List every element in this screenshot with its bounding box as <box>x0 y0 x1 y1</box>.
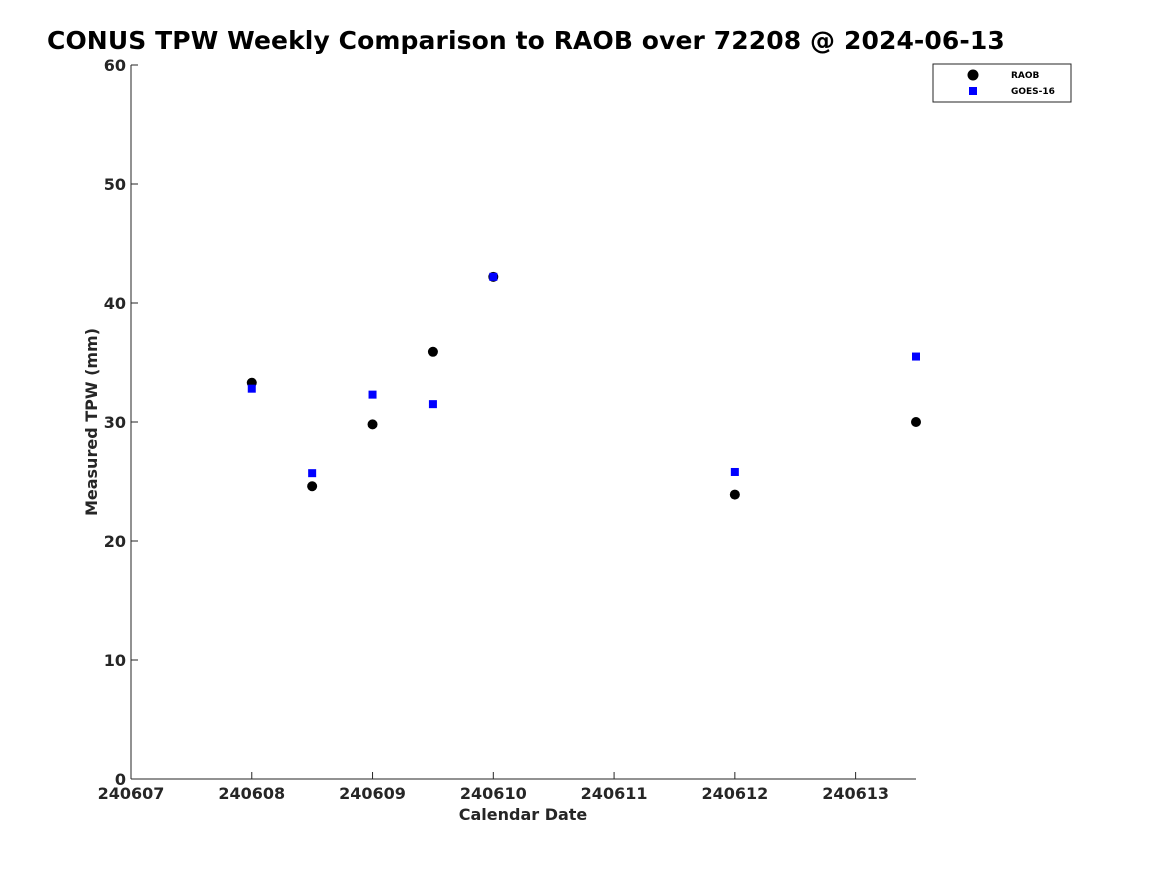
raob-point <box>911 417 921 427</box>
goes-16-point <box>428 400 437 409</box>
raob-point <box>367 419 378 430</box>
chart-title: CONUS TPW Weekly Comparison to RAOB over… <box>47 26 1005 55</box>
x-tick-label: 240612 <box>701 784 768 803</box>
axes: 0 10 20 30 40 50 60 240607 240608 240609 240610 240… <box>98 56 916 803</box>
series-goes-16 <box>247 272 920 478</box>
x-tick-label: 240609 <box>339 784 406 803</box>
x-tick-label: 240607 <box>98 784 165 803</box>
raob-point <box>729 489 740 500</box>
y-tick-label: 0 <box>115 770 126 789</box>
x-tick-label: 240611 <box>581 784 648 803</box>
legend-raob-marker <box>967 69 979 81</box>
y-tick-label: 50 <box>104 175 126 194</box>
x-tick-label: 240613 <box>822 784 889 803</box>
goes-16-point <box>308 469 317 478</box>
goes-16-point <box>730 467 739 476</box>
y-tick-label: 40 <box>104 294 126 313</box>
data-marks <box>246 271 921 500</box>
y-tick-label: 30 <box>104 413 126 432</box>
x-axis-label: Calendar Date <box>459 805 588 824</box>
raob-point <box>307 481 318 492</box>
legend: RAOB GOES-16 <box>932 63 1072 103</box>
y-axis-label: Measured TPW (mm) <box>82 328 101 516</box>
x-tick-label: 240610 <box>460 784 527 803</box>
y-tick-label: 20 <box>104 532 126 551</box>
x-tick-label: 240608 <box>218 784 285 803</box>
goes-16-point <box>912 352 920 361</box>
legend-goes-16-marker <box>969 87 977 95</box>
y-tick-label: 60 <box>104 56 126 75</box>
goes-16-point <box>368 390 377 399</box>
legend-label: RAOB <box>1011 71 1040 81</box>
raob-point <box>427 346 438 357</box>
goes-16-point <box>247 384 256 393</box>
series-raob <box>246 271 921 500</box>
legend-box <box>932 63 1072 103</box>
y-tick-label: 10 <box>104 651 126 670</box>
legend-label: GOES-16 <box>1011 87 1055 97</box>
goes-16-point <box>489 272 498 281</box>
